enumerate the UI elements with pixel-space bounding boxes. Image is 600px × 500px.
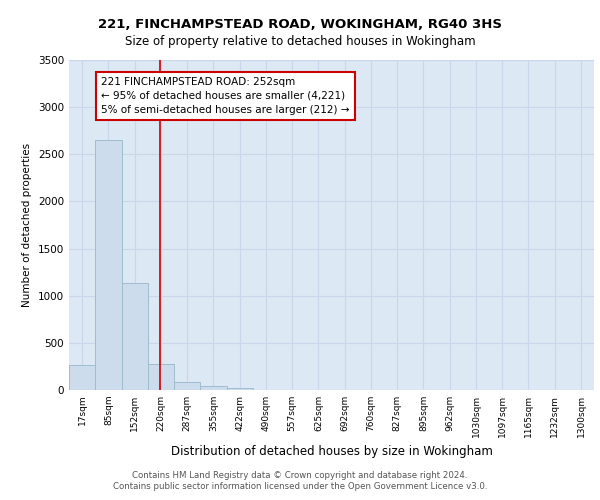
Text: 221, FINCHAMPSTEAD ROAD, WOKINGHAM, RG40 3HS: 221, FINCHAMPSTEAD ROAD, WOKINGHAM, RG40…: [98, 18, 502, 30]
Text: Contains HM Land Registry data © Crown copyright and database right 2024.: Contains HM Land Registry data © Crown c…: [132, 471, 468, 480]
Text: Size of property relative to detached houses in Wokingham: Size of property relative to detached ho…: [125, 35, 475, 48]
Bar: [174, 382, 200, 390]
Bar: [69, 364, 95, 390]
Text: Contains public sector information licensed under the Open Government Licence v3: Contains public sector information licen…: [113, 482, 487, 491]
Bar: [227, 388, 253, 390]
Bar: [200, 386, 227, 390]
Bar: [121, 282, 148, 390]
Bar: [148, 364, 174, 390]
X-axis label: Distribution of detached houses by size in Wokingham: Distribution of detached houses by size …: [170, 446, 493, 458]
Text: 221 FINCHAMPSTEAD ROAD: 252sqm
← 95% of detached houses are smaller (4,221)
5% o: 221 FINCHAMPSTEAD ROAD: 252sqm ← 95% of …: [101, 77, 350, 115]
Y-axis label: Number of detached properties: Number of detached properties: [22, 143, 32, 307]
Bar: [95, 140, 121, 390]
